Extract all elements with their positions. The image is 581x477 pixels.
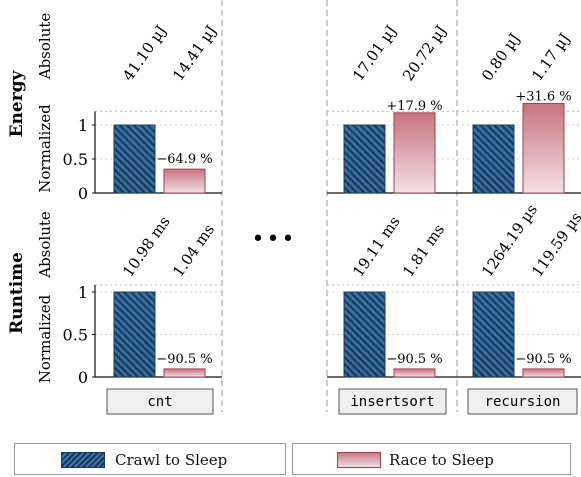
energy-bar-race-insertsort xyxy=(393,112,436,194)
category-label-insertsort: insertsort xyxy=(350,394,434,410)
energy-delta-cnt: −64.9 % xyxy=(156,152,212,167)
category-label-recursion: recursion xyxy=(485,394,561,410)
legend-crawl: Crawl to Sleep xyxy=(14,443,286,475)
energy-ytick-label-1: 1 xyxy=(78,116,88,135)
energy-delta-insertsort: +17.9 % xyxy=(386,99,442,114)
runtime-bar-crawl-hatch-cnt xyxy=(113,291,156,378)
energy-absolute-insertsort-0: 17.01 µJ xyxy=(349,22,400,84)
energy-bar-crawl-hatch-cnt xyxy=(113,124,156,194)
legend-race-swatch xyxy=(337,452,381,468)
runtime-ytick-label-0: 0 xyxy=(78,368,88,387)
category-box-cnt xyxy=(106,388,214,415)
category-label-cnt: cnt xyxy=(147,394,172,410)
energy-ytick-label-0.5: 0.5 xyxy=(63,150,88,169)
runtime-delta-cnt: −90.5 % xyxy=(156,352,212,367)
category-box-recursion xyxy=(467,388,578,415)
energy-bar-crawl-hatch-recursion xyxy=(472,124,515,194)
category-box-insertsort xyxy=(338,388,447,415)
energy-ytick-label-0: 0 xyxy=(78,184,88,203)
energy-delta-recursion: +31.6 % xyxy=(515,90,571,105)
energy-absolute-cnt-1: 14.41 µJ xyxy=(169,22,220,84)
energy-bar-race-recursion xyxy=(522,103,565,194)
runtime-absolute-insertsort-0: 19.11 ms xyxy=(349,213,404,280)
ellipsis-marker: ••• xyxy=(252,227,297,252)
energy-absolute-insertsort-1: 20.72 µJ xyxy=(399,22,450,84)
runtime-ytick-label-1: 1 xyxy=(78,283,88,302)
legend-race: Race to Sleep xyxy=(292,443,571,475)
runtime-absolute-label: Absolute xyxy=(36,211,54,279)
energy-absolute-recursion-1: 1.17 µJ xyxy=(528,30,574,85)
runtime-bar-race-recursion xyxy=(522,368,565,378)
runtime-normalized-label: Normalized xyxy=(36,294,54,383)
runtime-bar-crawl-hatch-recursion xyxy=(472,291,515,378)
energy-absolute-label: Absolute xyxy=(36,13,54,81)
energy-bar-crawl-hatch-insertsort xyxy=(343,124,386,194)
row-label-energy: Energy xyxy=(7,69,27,137)
energy-bar-race-cnt xyxy=(163,168,206,194)
runtime-absolute-recursion-1: 119.59 µs xyxy=(528,209,581,281)
runtime-bar-race-insertsort xyxy=(393,368,436,378)
legend-crawl-swatch xyxy=(61,452,105,468)
energy-normalized-label: Normalized xyxy=(36,104,54,193)
energy-absolute-recursion-0: 0.80 µJ xyxy=(478,30,524,85)
runtime-absolute-cnt-1: 1.04 ms xyxy=(169,221,218,281)
runtime-delta-recursion: −90.5 % xyxy=(515,352,571,367)
runtime-ytick-label-0.5: 0.5 xyxy=(63,326,88,345)
energy-absolute-cnt-0: 41.10 µJ xyxy=(119,22,170,84)
legend-crawl-label: Crawl to Sleep xyxy=(115,451,228,469)
runtime-absolute-insertsort-1: 1.81 ms xyxy=(399,221,448,281)
runtime-bar-race-cnt xyxy=(163,368,206,378)
runtime-delta-insertsort: −90.5 % xyxy=(386,352,442,367)
runtime-absolute-cnt-0: 10.98 ms xyxy=(119,213,174,280)
runtime-bar-crawl-hatch-insertsort xyxy=(343,291,386,378)
legend-race-label: Race to Sleep xyxy=(389,451,494,469)
row-label-runtime: Runtime xyxy=(7,252,27,334)
